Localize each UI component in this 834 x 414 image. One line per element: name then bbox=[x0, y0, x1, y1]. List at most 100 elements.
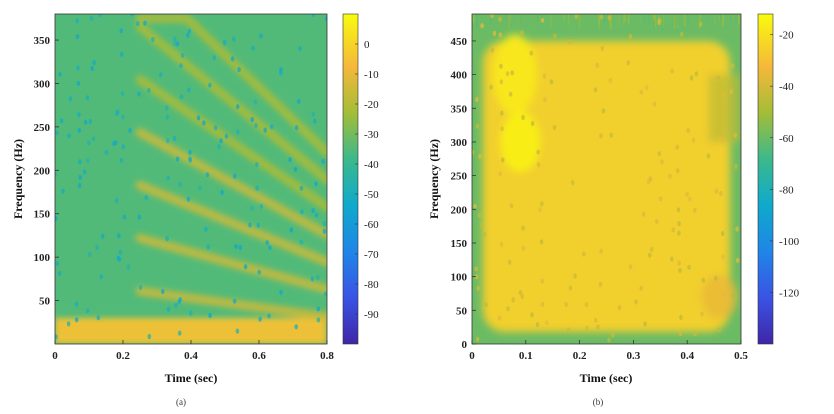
speckle-a bbox=[98, 14, 103, 18]
speckle-a bbox=[118, 249, 123, 255]
speckle-b bbox=[499, 79, 504, 85]
speckle-a bbox=[121, 144, 125, 150]
x-tick-label-b: 0.2 bbox=[573, 350, 587, 362]
noise-strip-b bbox=[676, 14, 679, 23]
noise-strip-b bbox=[683, 14, 685, 23]
colorbar-tick-label-a: -70 bbox=[364, 249, 379, 261]
speckle-a bbox=[173, 36, 177, 42]
speckle-a bbox=[116, 255, 121, 261]
speckle-a bbox=[85, 95, 90, 101]
x-axis-a: 0 0.2 0.4 0.6 0.8 bbox=[52, 340, 334, 362]
speckle-b bbox=[529, 50, 534, 56]
speckle-a bbox=[250, 117, 254, 123]
speckle-a bbox=[86, 140, 91, 146]
speckle-a bbox=[254, 162, 259, 168]
speckle-b bbox=[540, 201, 544, 207]
speckle-b bbox=[498, 171, 503, 177]
speckle-b bbox=[573, 273, 577, 279]
speckle-b bbox=[693, 207, 697, 214]
noise-strip-b bbox=[580, 14, 583, 29]
speckle-b bbox=[596, 324, 600, 330]
speckle-a bbox=[213, 125, 218, 131]
speckle-b bbox=[484, 302, 488, 308]
speckle-a bbox=[85, 308, 90, 314]
noise-strip-b bbox=[607, 14, 610, 28]
speckle-a bbox=[311, 111, 316, 117]
speckle-b bbox=[536, 161, 541, 168]
speckle-a bbox=[222, 39, 227, 46]
y-tick-label-a: 50 bbox=[39, 296, 51, 308]
speckle-b bbox=[721, 254, 725, 260]
speckle-b bbox=[646, 178, 651, 185]
speckle-a bbox=[267, 313, 271, 319]
speckle-a bbox=[75, 34, 80, 40]
noise-strip-b bbox=[479, 14, 481, 23]
speckle-a bbox=[313, 118, 317, 124]
energy-region-b bbox=[482, 40, 731, 332]
noise-strip-b bbox=[699, 14, 701, 29]
speckle-b bbox=[499, 63, 503, 69]
speckle-a bbox=[297, 98, 301, 104]
speckle-a bbox=[128, 127, 132, 133]
colorbar-b bbox=[757, 13, 774, 345]
speckle-a bbox=[117, 233, 121, 239]
speckle-b bbox=[585, 325, 589, 331]
speckle-b bbox=[676, 207, 681, 213]
spectrogram-b bbox=[472, 14, 741, 344]
speckle-b bbox=[607, 15, 611, 21]
colorbar-tick-label-b: -100 bbox=[779, 236, 800, 248]
speckle-a bbox=[75, 18, 79, 24]
speckle-b bbox=[498, 32, 503, 38]
speckle-b bbox=[518, 290, 523, 296]
speckle-b bbox=[652, 101, 657, 107]
speckle-a bbox=[113, 140, 118, 146]
speckle-b bbox=[716, 75, 721, 81]
speckle-a bbox=[161, 288, 165, 295]
speckle-b bbox=[549, 79, 554, 85]
speckle-b bbox=[610, 332, 615, 338]
colorbar-tick-label-a: 0 bbox=[364, 39, 370, 51]
speckle-a bbox=[220, 189, 224, 195]
speckle-b bbox=[490, 14, 494, 19]
speckle-a bbox=[322, 228, 327, 234]
speckle-a bbox=[270, 124, 274, 130]
speckle-a bbox=[165, 114, 169, 120]
speckle-a bbox=[87, 251, 92, 257]
speckle-b bbox=[601, 108, 606, 114]
speckle-a bbox=[230, 56, 235, 62]
noise-strip-b bbox=[684, 14, 686, 28]
speckle-a bbox=[126, 264, 131, 270]
noise-strip-b bbox=[674, 14, 676, 30]
spectrogram-a bbox=[55, 14, 327, 344]
speckle-b bbox=[675, 168, 680, 174]
speckle-b bbox=[670, 68, 674, 74]
speckle-a bbox=[179, 94, 184, 100]
speckle-b bbox=[600, 45, 605, 52]
speckle-a bbox=[187, 28, 192, 34]
speckle-b bbox=[670, 256, 674, 262]
noise-strip-b bbox=[509, 14, 512, 23]
y-axis-title-b: Frequency (Hz) bbox=[427, 139, 441, 219]
speckle-b bbox=[508, 91, 513, 97]
speckle-a bbox=[55, 215, 58, 222]
noise-strip-b bbox=[512, 14, 514, 24]
noise-strip-b bbox=[606, 14, 609, 27]
speckle-a bbox=[294, 125, 299, 131]
speckle-a bbox=[311, 14, 316, 18]
speckle-b bbox=[678, 267, 682, 274]
noise-strip-b bbox=[653, 14, 655, 21]
speckle-b bbox=[511, 297, 515, 303]
speckle-a bbox=[159, 72, 163, 78]
speckle-a bbox=[78, 174, 82, 180]
speckle-a bbox=[99, 274, 104, 280]
colorbar-b-ticks: -20 -40 -60 -80 -100 -120 bbox=[770, 30, 800, 299]
speckle-b bbox=[499, 241, 504, 247]
speckle-a bbox=[55, 172, 57, 178]
y-axis-b: 0 50 100 150 200 250 300 350 400 450 bbox=[451, 36, 476, 351]
noise-strip-b bbox=[518, 14, 520, 25]
speckle-b bbox=[474, 274, 479, 280]
noise-strip-b bbox=[474, 14, 476, 25]
speckle-b bbox=[645, 85, 649, 91]
noise-strip-b bbox=[490, 14, 492, 25]
speckle-a bbox=[164, 105, 169, 111]
